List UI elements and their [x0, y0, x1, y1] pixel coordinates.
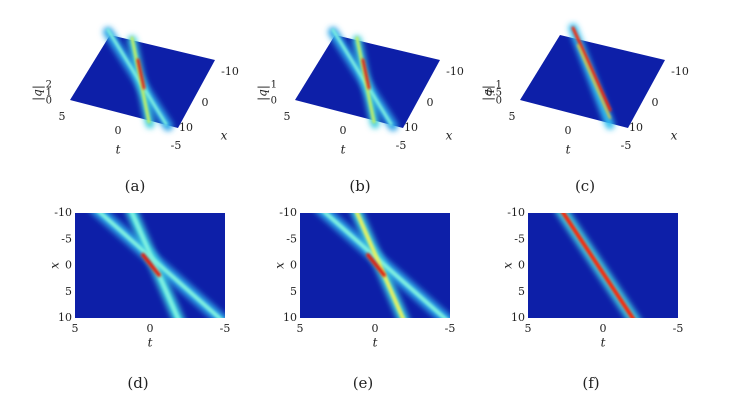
- t-tick-label: -5: [396, 139, 407, 152]
- y-label: x: [501, 262, 515, 269]
- y-tick-label: 5: [65, 285, 72, 298]
- x-tick-label: -5: [673, 322, 684, 335]
- caption: (e): [353, 374, 374, 392]
- x-tick-label: 5: [72, 322, 79, 335]
- density-plot: [300, 213, 450, 318]
- x-tick-label: 0: [652, 96, 659, 109]
- surface-plot: [295, 27, 440, 131]
- z-label: |q|: [481, 85, 495, 101]
- x-tick-label: 5: [297, 322, 304, 335]
- caption: (c): [575, 177, 595, 195]
- x-tick-label: 10: [179, 121, 193, 134]
- beam: [577, 44, 611, 119]
- z-tick-label: 1: [271, 80, 277, 91]
- beam: [560, 213, 636, 318]
- caption: (a): [125, 177, 146, 195]
- t-tick-label: -5: [171, 139, 182, 152]
- caption: (d): [127, 374, 148, 392]
- y-tick-label: -10: [279, 206, 297, 219]
- beam: [331, 28, 393, 126]
- y-tick-label: -5: [514, 232, 525, 245]
- y-tick-label: 0: [290, 259, 297, 272]
- x-tick-label: -10: [671, 65, 689, 78]
- beam: [106, 28, 168, 126]
- t-tick-label: 5: [59, 110, 66, 123]
- x-label: x: [446, 129, 453, 143]
- t-label: t: [116, 143, 121, 157]
- t-tick-label: 5: [284, 110, 291, 123]
- y-tick-label: 5: [518, 285, 525, 298]
- y-tick-label: 5: [290, 285, 297, 298]
- y-label: x: [48, 262, 62, 269]
- beam: [136, 58, 146, 90]
- y-tick-label: -5: [61, 232, 72, 245]
- density-plot: [75, 213, 225, 318]
- beam: [130, 36, 151, 124]
- x-label: x: [221, 129, 228, 143]
- y-label: x: [273, 262, 287, 269]
- x-tick-label: 0: [427, 96, 434, 109]
- z-tick-label: 0: [496, 96, 502, 107]
- beam: [97, 213, 223, 318]
- z-tick-label: 1: [46, 88, 52, 99]
- x-tick-label: -5: [445, 322, 456, 335]
- density-field: [75, 213, 225, 318]
- density-field: [528, 213, 678, 318]
- x-tick-label: 0: [600, 322, 607, 335]
- z-tick-label: 2: [46, 80, 52, 91]
- x-tick-label: 0: [202, 96, 209, 109]
- z-tick-label: 0: [46, 96, 52, 107]
- z-tick-label: 0.5: [486, 88, 502, 99]
- x-tick-label: -10: [446, 65, 464, 78]
- beam: [366, 253, 386, 277]
- x-tick-label: 10: [629, 121, 643, 134]
- beam: [141, 253, 161, 277]
- y-tick-label: -10: [54, 206, 72, 219]
- caption: (f): [582, 374, 599, 392]
- x-label: t: [601, 336, 606, 350]
- z-label: |q|: [31, 85, 45, 101]
- caption: (b): [349, 177, 370, 195]
- x-tick-label: 10: [404, 121, 418, 134]
- z-tick-label: 0: [271, 96, 277, 107]
- x-label: t: [148, 336, 153, 350]
- beam: [355, 36, 376, 124]
- x-label: x: [671, 129, 678, 143]
- t-tick-label: 0: [115, 124, 122, 137]
- t-tick-label: 0: [340, 124, 347, 137]
- surface-plot: [520, 23, 665, 130]
- t-label: t: [341, 143, 346, 157]
- y-tick-label: -10: [507, 206, 525, 219]
- y-tick-label: -5: [286, 232, 297, 245]
- y-tick-label: 0: [65, 259, 72, 272]
- z-label: |q|: [256, 85, 270, 101]
- beam: [354, 213, 406, 318]
- beam: [322, 213, 448, 318]
- x-tick-label: 0: [372, 322, 379, 335]
- t-tick-label: -5: [621, 139, 632, 152]
- t-tick-label: 5: [509, 110, 516, 123]
- y-tick-label: 10: [58, 311, 72, 324]
- beam: [361, 58, 371, 90]
- surface-plot: [70, 27, 215, 131]
- x-tick-label: -10: [221, 65, 239, 78]
- x-tick-label: 0: [147, 322, 154, 335]
- z-tick-label: 1: [496, 80, 502, 91]
- density-field: [300, 213, 450, 318]
- y-tick-label: 0: [518, 259, 525, 272]
- beam: [129, 213, 181, 318]
- x-tick-label: -5: [220, 322, 231, 335]
- y-tick-label: 10: [511, 311, 525, 324]
- density-plot: [528, 213, 678, 318]
- x-tick-label: 5: [525, 322, 532, 335]
- beam: [571, 26, 612, 112]
- t-tick-label: 0: [565, 124, 572, 137]
- t-label: t: [566, 143, 571, 157]
- x-label: t: [373, 336, 378, 350]
- y-tick-label: 10: [283, 311, 297, 324]
